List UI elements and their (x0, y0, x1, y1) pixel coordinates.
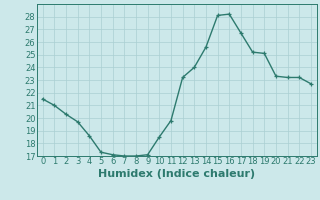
X-axis label: Humidex (Indice chaleur): Humidex (Indice chaleur) (98, 169, 255, 179)
